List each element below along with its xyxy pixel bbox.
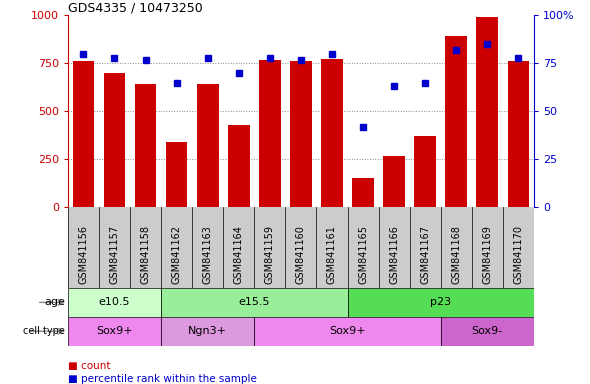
Text: ■ count: ■ count [68, 361, 110, 371]
Text: p23: p23 [430, 297, 451, 308]
Text: GSM841161: GSM841161 [327, 225, 337, 284]
Bar [197, 84, 218, 207]
Text: GSM841165: GSM841165 [358, 225, 368, 284]
Text: GSM841164: GSM841164 [234, 225, 244, 284]
Bar [73, 61, 94, 207]
Bar [290, 61, 312, 207]
Text: GSM841169: GSM841169 [483, 225, 492, 284]
Text: GSM841158: GSM841158 [140, 225, 150, 284]
Bar [104, 73, 125, 207]
Text: Sox9-: Sox9- [472, 326, 503, 336]
Bar [348, 288, 534, 317]
Text: e15.5: e15.5 [238, 297, 270, 308]
Text: Ngn3+: Ngn3+ [188, 326, 227, 336]
Bar [259, 60, 281, 207]
Text: GSM841160: GSM841160 [296, 225, 306, 284]
Text: GSM841162: GSM841162 [172, 225, 182, 284]
Bar [352, 178, 374, 207]
Text: GSM841167: GSM841167 [420, 225, 430, 284]
Text: e10.5: e10.5 [99, 297, 130, 308]
Bar [254, 317, 441, 346]
Bar [166, 142, 188, 207]
Bar [441, 317, 534, 346]
Text: Sox9+: Sox9+ [329, 326, 366, 336]
Text: cell type: cell type [23, 326, 65, 336]
Bar [68, 288, 161, 317]
Bar [161, 317, 254, 346]
Bar [321, 59, 343, 207]
Text: Sox9+: Sox9+ [96, 326, 133, 336]
Bar [477, 17, 498, 207]
Text: GDS4335 / 10473250: GDS4335 / 10473250 [68, 1, 202, 14]
Text: GSM841156: GSM841156 [78, 225, 88, 284]
Text: GSM841168: GSM841168 [451, 225, 461, 284]
Bar [68, 317, 161, 346]
Bar [414, 136, 436, 207]
Text: GSM841157: GSM841157 [110, 225, 119, 284]
Bar [445, 36, 467, 207]
Bar [507, 61, 529, 207]
Text: GSM841163: GSM841163 [203, 225, 212, 284]
Text: GSM841159: GSM841159 [265, 225, 275, 284]
Text: GSM841170: GSM841170 [513, 225, 523, 284]
Text: GSM841166: GSM841166 [389, 225, 399, 284]
Bar [384, 157, 405, 207]
Bar [135, 84, 156, 207]
Bar [228, 125, 250, 207]
Text: age: age [44, 297, 65, 308]
Text: ■ percentile rank within the sample: ■ percentile rank within the sample [68, 374, 257, 384]
Bar [161, 288, 348, 317]
